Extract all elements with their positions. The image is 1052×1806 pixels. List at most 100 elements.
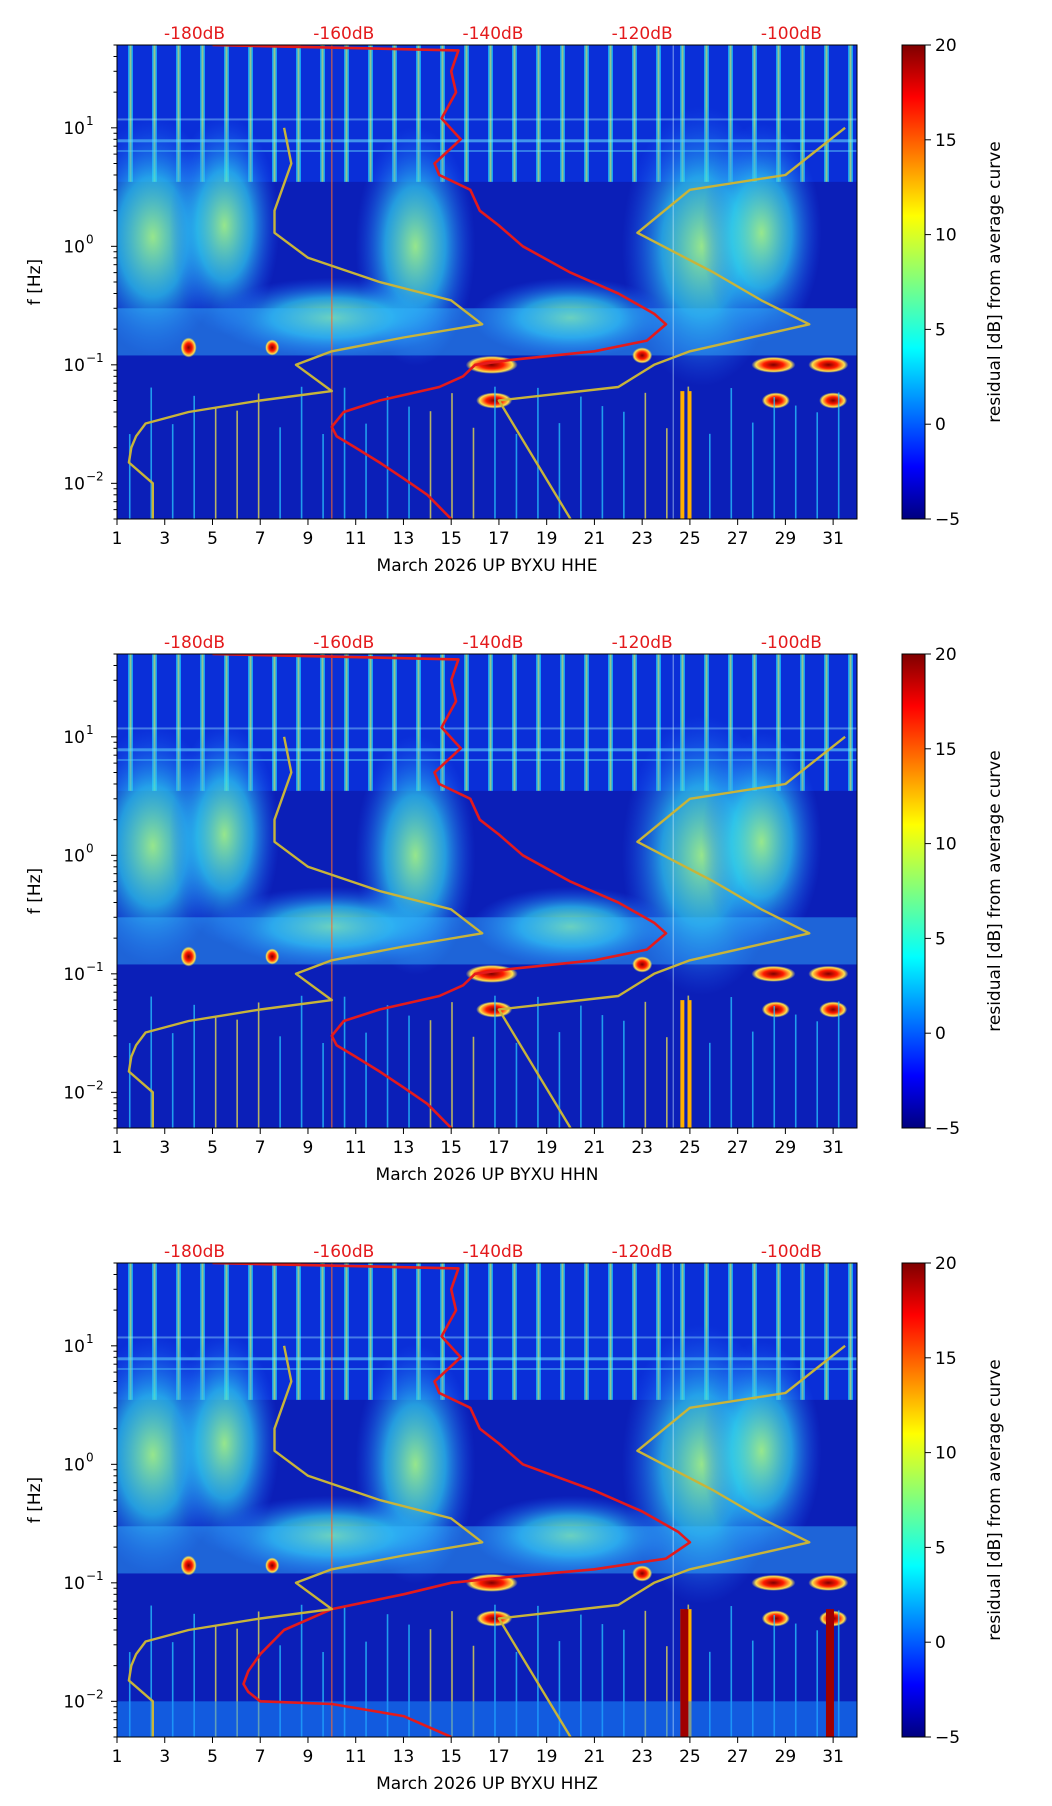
lf-streak-strong: [687, 391, 692, 519]
x-tick-label: 19: [536, 1747, 558, 1767]
lf-streak: [730, 388, 733, 519]
db-scale-label: -120dB: [612, 633, 673, 653]
colorbar-tick-label: 15: [935, 131, 957, 151]
lf-streak: [128, 1652, 131, 1737]
x-tick-label: 1: [112, 529, 123, 549]
x-axis-title: March 2026 UP BYXU HHE: [377, 556, 598, 576]
lf-streak: [515, 433, 518, 519]
lf-band: [117, 1701, 857, 1737]
x-tick-label: 21: [584, 1747, 606, 1767]
lf-streak: [343, 1605, 346, 1737]
lf-streak-strong: [687, 1609, 692, 1737]
colorbar-tick-label: 20: [935, 645, 957, 665]
high-residual-spot: [819, 1001, 848, 1018]
lf-streak: [343, 387, 346, 519]
colorbar-label: residual [dB] from average curve: [985, 141, 1005, 422]
y-tick-exponent: 1: [86, 1332, 94, 1346]
lf-streak: [816, 1021, 819, 1128]
lf-streak: [408, 406, 410, 519]
y-tick-exponent: −1: [86, 1569, 104, 1583]
colorbar-label: residual [dB] from average curve: [985, 750, 1005, 1031]
x-tick-label: 7: [255, 529, 266, 549]
colorbar-tick-label: 5: [935, 1538, 946, 1558]
lf-streak: [794, 405, 797, 519]
y-axis-title: f [Hz]: [25, 1477, 45, 1523]
x-tick-label: 13: [393, 1138, 415, 1158]
db-scale-label: -100dB: [761, 24, 822, 44]
lf-streak: [644, 1001, 647, 1128]
lf-streak: [343, 996, 346, 1128]
lf-streak: [408, 1624, 410, 1737]
x-tick-label: 23: [631, 1747, 653, 1767]
lf-streak: [451, 1611, 453, 1737]
x-tick-label: 21: [584, 529, 606, 549]
hf-line: [117, 139, 857, 143]
x-tick-label: 7: [255, 1138, 266, 1158]
high-residual-spot: [761, 1610, 790, 1627]
lf-streak: [128, 434, 131, 519]
lf-streak: [236, 1628, 238, 1737]
lf-streak: [257, 393, 260, 519]
lf-streak: [279, 1036, 281, 1128]
lf-streak: [837, 1610, 840, 1737]
hf-line: [117, 1367, 857, 1370]
lf-streak: [300, 1604, 303, 1737]
colorbar-tick-label: −5: [935, 1119, 960, 1139]
lf-streak-strong: [687, 1000, 692, 1128]
x-tick-label: 15: [440, 1138, 462, 1158]
psd-curve-noise-model-1: [127, 1345, 484, 1737]
y-tick-label: 10: [63, 846, 85, 866]
psd-curve-median: [212, 654, 668, 1128]
lf-streak: [214, 1625, 217, 1737]
y-tick-label: 10: [63, 728, 85, 748]
lf-streak: [515, 1042, 518, 1128]
y-tick-label: 10: [63, 1337, 85, 1357]
y-tick-label: 10: [63, 119, 85, 139]
lf-streak: [751, 1640, 754, 1737]
y-tick-exponent: −1: [86, 351, 104, 365]
lf-streak: [472, 1645, 475, 1737]
lf-streak: [644, 392, 647, 519]
x-tick-label: 3: [159, 529, 170, 549]
high-residual-spot: [180, 337, 197, 358]
psd-curve-median: [212, 45, 668, 519]
lf-streak: [193, 1004, 195, 1128]
colorbar: 20 15 10 5 0 −5 residual [dB] from average cur…: [901, 645, 1005, 1139]
y-tick-label: 10: [63, 965, 85, 985]
x-tick-label: 5: [207, 1138, 218, 1158]
lf-streak: [709, 1042, 711, 1128]
lf-streak: [171, 424, 174, 519]
y-tick-label: 10: [63, 356, 85, 376]
x-tick-label: 5: [207, 529, 218, 549]
high-residual-spot: [632, 347, 653, 364]
colorbar: 20 15 10 5 0 −5 residual [dB] from average cur…: [901, 1254, 1005, 1748]
y-tick-exponent: 0: [86, 841, 94, 855]
x-tick-label: 21: [584, 1138, 606, 1158]
lf-streak: [236, 1019, 238, 1128]
lf-streak-hot: [680, 1609, 689, 1737]
lf-streak: [773, 397, 776, 519]
db-scale-label: -160dB: [313, 24, 374, 44]
lf-streak: [773, 1006, 776, 1128]
x-tick-label: 15: [440, 529, 462, 549]
lf-streak: [580, 1005, 582, 1128]
db-scale-label: -180dB: [164, 633, 225, 653]
colorbar-tick-label: 0: [935, 415, 946, 435]
microseism-blob: [470, 277, 671, 358]
lf-streak: [515, 1651, 518, 1737]
lf-streak: [494, 995, 496, 1128]
colorbar-gradient: [901, 653, 926, 1129]
y-tick-exponent: −2: [86, 1078, 104, 1092]
high-residual-spot: [761, 392, 790, 409]
lf-streak: [837, 392, 840, 519]
lf-streak: [816, 412, 819, 519]
lf-streak: [257, 1611, 260, 1737]
x-tick-label: 3: [159, 1747, 170, 1767]
db-scale-label: -140dB: [462, 24, 523, 44]
colorbar-tick-label: 10: [935, 226, 957, 246]
x-tick-label: 11: [345, 1138, 367, 1158]
microseism-blob: [701, 731, 822, 952]
colorbar-tick-label: 5: [935, 929, 946, 949]
x-tick-label: 1: [112, 1138, 123, 1158]
